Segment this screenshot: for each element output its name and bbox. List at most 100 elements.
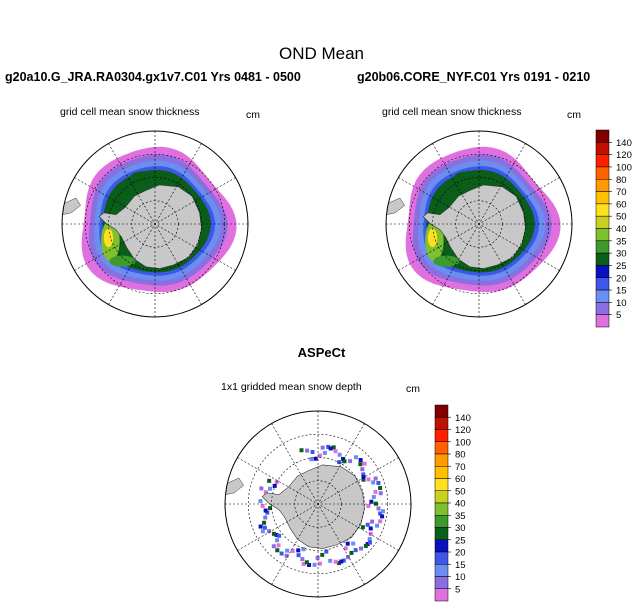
units-label-aspect: cm — [406, 383, 420, 395]
colorbar-swatch — [595, 228, 610, 242]
colorbar-swatch — [595, 166, 610, 180]
obs-cell — [258, 524, 263, 529]
colorbar-swatch — [434, 417, 449, 430]
obs-cell — [312, 562, 317, 567]
obs-cell — [337, 452, 342, 457]
obs-cell — [376, 481, 381, 486]
colorbar-tick-label: 20 — [455, 548, 466, 559]
obs-cell — [318, 561, 322, 566]
obs-cell — [310, 449, 315, 454]
obs-cell — [304, 560, 309, 565]
obs-cell — [378, 491, 383, 496]
colorbar-swatch — [434, 564, 449, 577]
colorbar-swatch — [434, 588, 449, 602]
obs-cell — [348, 459, 353, 464]
obs-cell — [268, 506, 273, 511]
colorbar-swatch — [434, 502, 449, 516]
obs-cell — [358, 546, 363, 551]
obs-cell — [318, 453, 322, 458]
obs-cell — [275, 548, 280, 553]
meridian-line — [398, 177, 560, 271]
obs-cell — [371, 480, 376, 485]
colorbar-swatch — [434, 515, 449, 528]
obs-cell — [272, 483, 277, 488]
obs-cell — [268, 486, 273, 491]
colorbar-swatch — [434, 490, 449, 504]
colorbar-tick-label: 15 — [455, 560, 466, 571]
obs-cell — [339, 559, 344, 564]
colorbar-swatch — [434, 441, 449, 455]
colorbar-swatch — [434, 478, 449, 491]
obs-cell — [358, 457, 363, 462]
colorbar-tick-label: 60 — [616, 199, 627, 210]
colorbar-tick-label: 35 — [616, 236, 627, 247]
obs-cell — [326, 444, 331, 449]
colorbar-swatch — [434, 576, 449, 589]
obs-cell — [371, 494, 376, 499]
polar-map-1 — [61, 130, 249, 318]
colorbar-tick-label: 80 — [616, 175, 627, 186]
colorbar-tick-label: 140 — [455, 413, 471, 424]
obs-cell — [300, 557, 305, 562]
colorbar-tick-label: 25 — [455, 535, 466, 546]
obs-cell — [346, 555, 351, 560]
map-border — [224, 410, 412, 598]
colorbar-tick-label: 10 — [455, 572, 466, 583]
colorbar-tick-label: 20 — [616, 273, 627, 284]
colorbar-tick-label: 30 — [455, 523, 466, 534]
colorbar-swatch — [595, 129, 610, 143]
colorbar-swatch — [434, 453, 449, 467]
obs-cell — [378, 519, 383, 524]
obs-cell — [366, 477, 371, 482]
antarctica-land — [261, 464, 365, 549]
obs-cell — [380, 509, 385, 514]
units-label-run-2: cm — [567, 109, 581, 121]
obs-cell — [360, 525, 365, 530]
thick-snow-patch — [427, 228, 438, 248]
polar-map-3 — [224, 410, 412, 598]
latitude-circle — [247, 433, 389, 575]
panel-subtitle-run-2: grid cell mean snow thickness — [382, 106, 522, 118]
obs-cell — [315, 555, 320, 560]
obs-cell — [307, 562, 312, 567]
colorbar-tick-label: 50 — [616, 212, 627, 223]
obs-cell — [351, 541, 356, 546]
obs-cell — [296, 548, 301, 553]
panel-title-run-1: g20a10.G_JRA.RA0304.gx1v7.C01 Yrs 0481 -… — [5, 70, 301, 84]
colorbar-tick-label: 25 — [616, 261, 627, 272]
obs-cell — [328, 446, 333, 451]
latitude-circle — [108, 177, 202, 271]
colorbar-swatch — [595, 215, 610, 229]
thick-snow-patch — [454, 170, 489, 181]
obs-cell — [260, 529, 265, 534]
obs-cell — [358, 462, 363, 467]
obs-cell — [277, 533, 282, 538]
colorbar-swatch — [595, 302, 610, 315]
colorbar-tick-label: 40 — [616, 224, 627, 235]
colorbar-tick-label: 100 — [455, 437, 471, 448]
obs-cell — [367, 537, 372, 542]
panel-subtitle-aspect: 1x1 gridded mean snow depth — [221, 381, 362, 393]
obs-cell — [260, 504, 265, 508]
thick-snow-patch — [130, 170, 165, 181]
colorbar-swatch — [595, 191, 610, 205]
obs-cell — [360, 467, 365, 472]
obs-cell — [342, 459, 347, 464]
colorbar-tick-label: 70 — [616, 187, 627, 198]
obs-cell — [380, 514, 385, 519]
colorbar-tick-label: 80 — [455, 450, 466, 461]
obs-cell — [341, 456, 346, 461]
obs-cell — [262, 520, 267, 525]
colorbar-swatch — [595, 252, 610, 266]
obs-cell — [333, 449, 338, 454]
obs-cell — [296, 553, 301, 558]
obs-cell — [373, 476, 378, 481]
colorbar-swatch — [595, 265, 610, 278]
panel-title-aspect: ASPeCt — [297, 345, 346, 360]
colorbar-tick-label: 30 — [616, 249, 627, 260]
obs-cell — [369, 499, 374, 504]
obs-cell — [373, 489, 378, 494]
obs-cell — [267, 478, 272, 483]
colorbar-tick-label: 40 — [455, 499, 466, 510]
